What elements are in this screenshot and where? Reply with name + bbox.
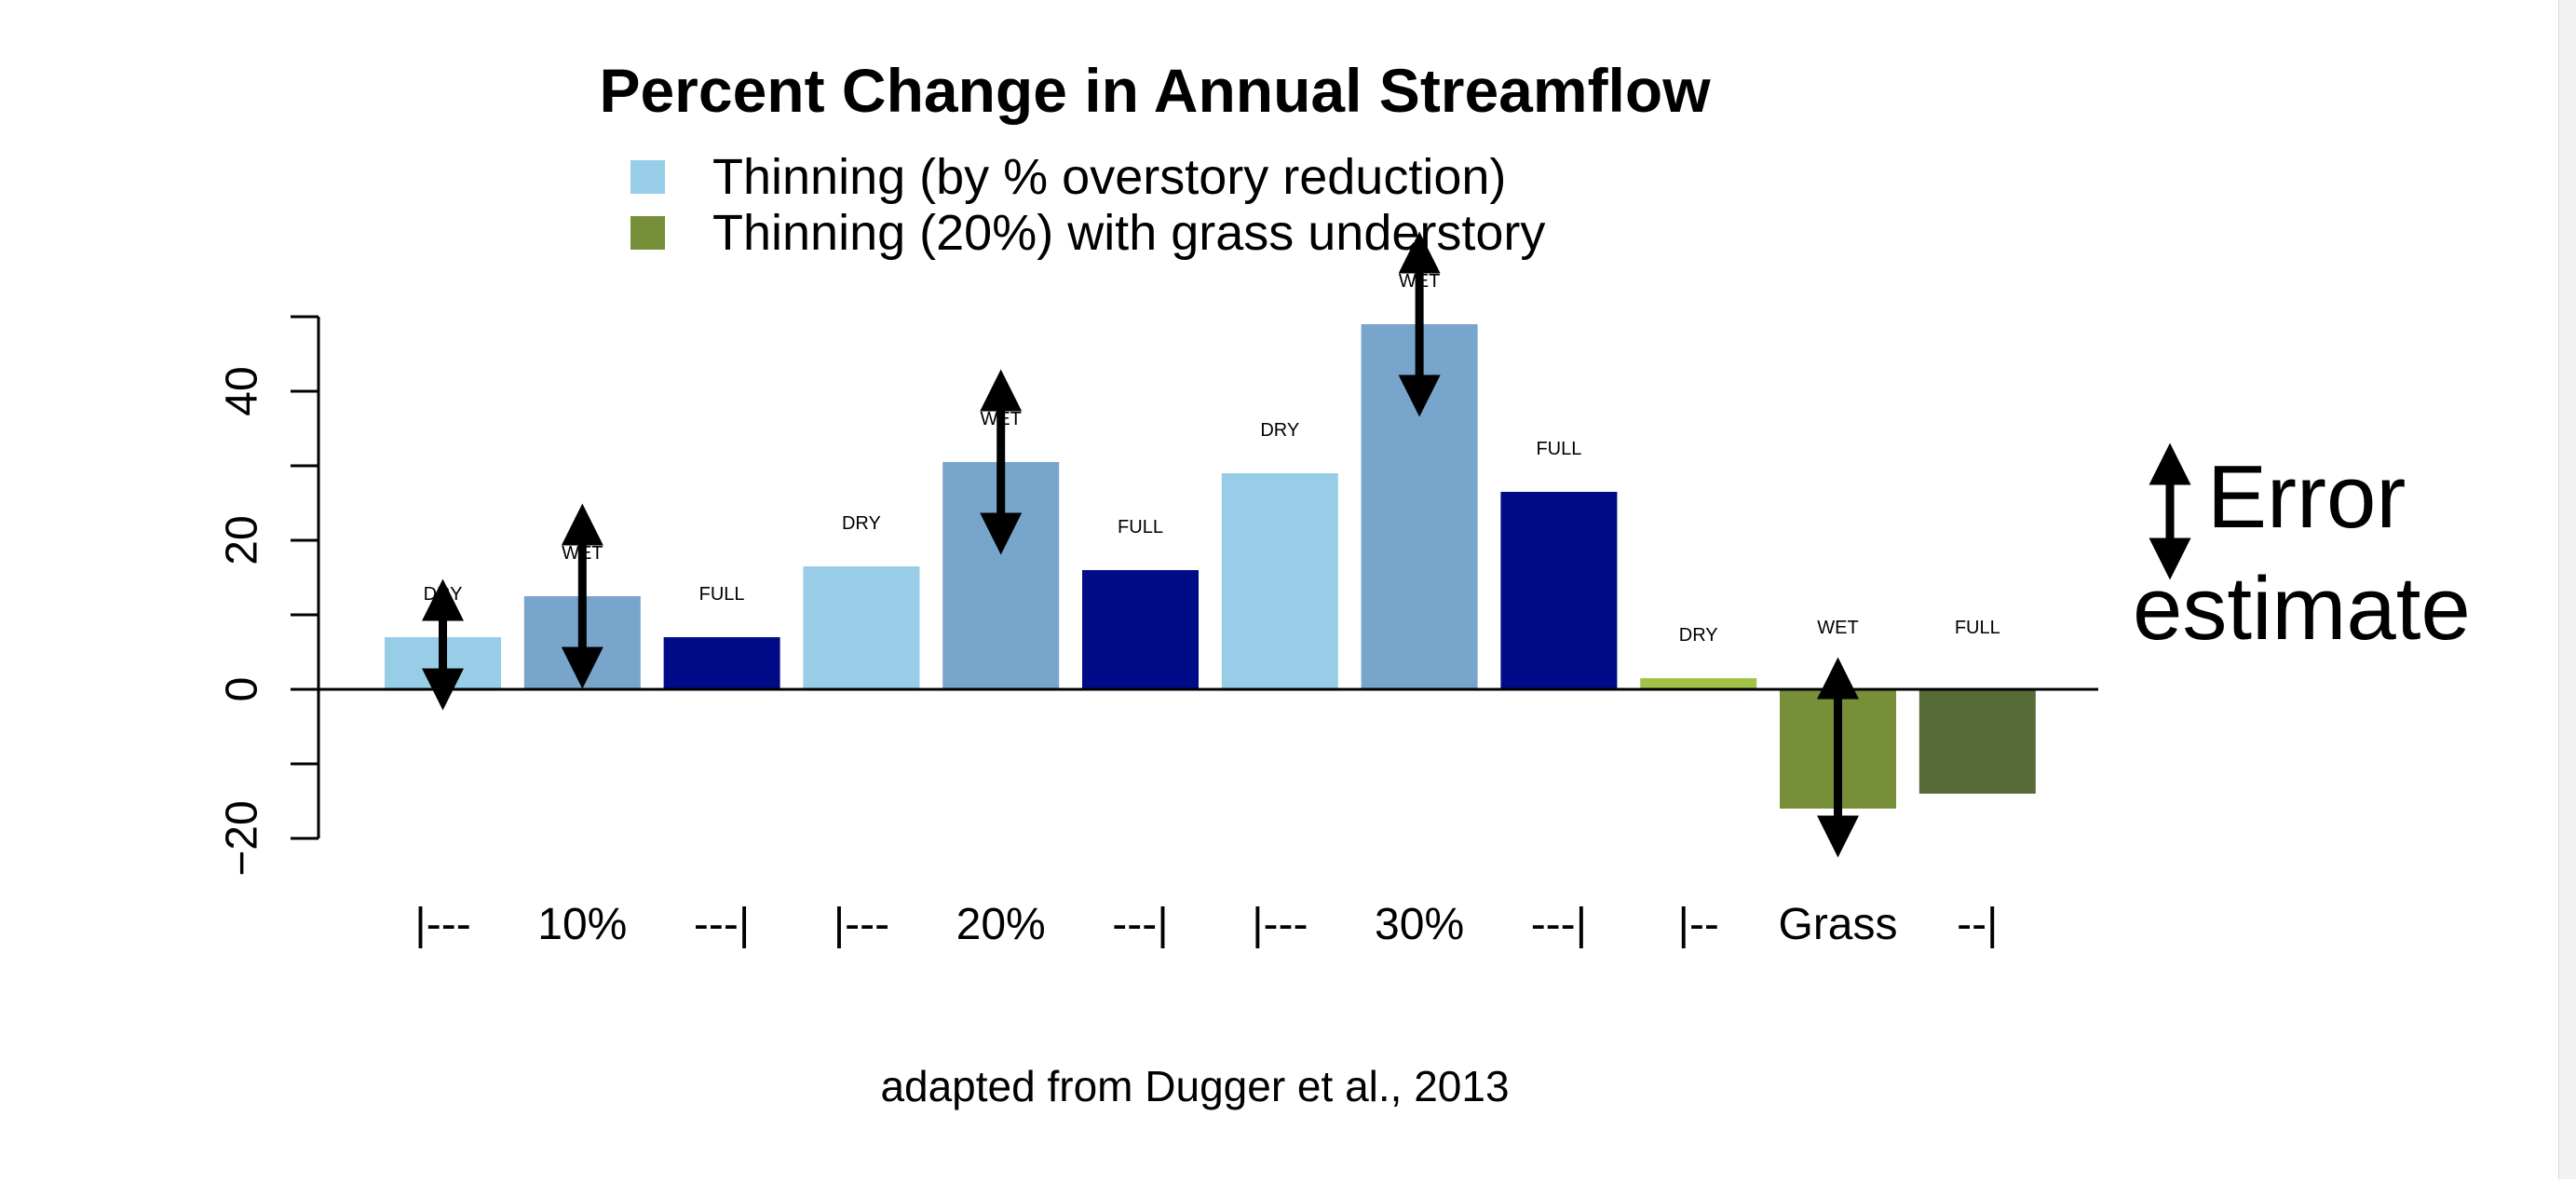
bar — [1918, 689, 2036, 794]
error-legend-line2: estimate — [2133, 559, 2471, 659]
error-legend: Error estimate — [2133, 442, 2471, 659]
x-tick-label: ---| — [1112, 900, 1168, 949]
x-tick-label: 30% — [1375, 900, 1464, 949]
error-legend-line1: Error — [2207, 447, 2406, 547]
bar-condition-label: DRY — [842, 513, 881, 534]
bar — [1221, 473, 1338, 689]
x-tick-label: ---| — [1531, 900, 1587, 949]
y-tick-label: 20 — [218, 515, 267, 565]
chart-title: Percent Change in Annual Streamflow — [599, 56, 1711, 125]
bar — [1500, 492, 1618, 689]
bar-condition-label: DRY — [1679, 625, 1718, 646]
bar-condition-label: FULL — [1955, 618, 2000, 638]
bar-condition-label: FULL — [1118, 517, 1163, 538]
bar-condition-label: FULL — [699, 584, 745, 605]
x-tick-label: |--- — [834, 900, 889, 949]
bar-condition-label: WET — [1817, 618, 1858, 638]
bar — [663, 637, 780, 689]
x-tick-label: ---| — [694, 900, 750, 949]
bar-condition-label: FULL — [1536, 439, 1581, 459]
legend-label-thinning: Thinning (by % overstory reduction) — [712, 149, 1506, 205]
x-tick-label: |--- — [1252, 900, 1308, 949]
x-tick-label: 10% — [537, 900, 627, 949]
bar-condition-label: DRY — [1260, 420, 1299, 441]
source-caption: adapted from Dugger et al., 2013 — [880, 1062, 1509, 1110]
bars — [385, 324, 2036, 809]
legend-swatch-grass — [630, 216, 665, 250]
legend: Thinning (by % overstory reduction) Thin… — [630, 149, 1545, 261]
bar — [1082, 570, 1199, 689]
y-tick-label: 0 — [218, 677, 267, 702]
y-axis: −20 0 20 40 — [218, 315, 320, 877]
y-tick-label: 40 — [218, 366, 267, 415]
error-arrows — [422, 231, 1859, 858]
bar-labels: DRYWETFULLDRYWETFULLDRYWETFULLDRYWETFULL — [424, 271, 2000, 646]
bar — [803, 566, 920, 689]
x-tick-label: 20% — [956, 900, 1046, 949]
x-tick-label: |-- — [1677, 900, 1718, 949]
window-edge — [2558, 0, 2576, 1179]
x-tick-label: Grass — [1778, 900, 1897, 949]
bar — [1640, 678, 1757, 689]
legend-swatch-thinning — [630, 160, 665, 194]
x-tick-labels: |--- 10% ---| |--- 20% ---| |--- 30% ---| |-- Gras… — [414, 900, 1998, 949]
y-tick-label: −20 — [218, 800, 267, 876]
x-tick-label: |--- — [414, 900, 470, 949]
x-tick-label: --| — [1957, 900, 1998, 949]
